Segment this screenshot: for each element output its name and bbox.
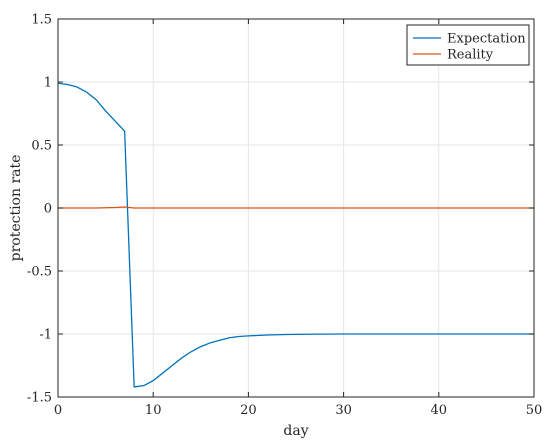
x-tick-label: 50 — [526, 403, 543, 418]
y-tick-label: -1.5 — [27, 391, 52, 406]
tick-marks — [57, 18, 535, 398]
x-tick-label: 30 — [335, 403, 352, 418]
y-axis-label: protection rate — [8, 155, 24, 262]
x-tick-label: 0 — [54, 403, 62, 418]
x-tick-label: 40 — [431, 403, 448, 418]
y-tick-label: 1 — [44, 76, 52, 91]
y-tick-label: -1 — [39, 328, 52, 343]
legend-box — [406, 24, 530, 66]
y-tick-label: -0.5 — [27, 265, 52, 280]
legend-entry-label: Expectation — [447, 32, 526, 47]
y-tick-label: 1.5 — [31, 13, 52, 28]
y-tick-labels: -1.5 -1 -0.5 0 0.5 1 1.5 — [27, 13, 52, 406]
y-tick-label: 0.5 — [31, 139, 52, 154]
series-line-reality — [58, 206, 534, 209]
y-tick-label: 0 — [44, 202, 52, 217]
x-tick-labels: 0 10 20 30 40 50 — [54, 403, 542, 418]
series-line-expectation — [57, 82, 534, 388]
x-tick-label: 20 — [240, 403, 257, 418]
x-tick-label: 10 — [145, 403, 162, 418]
series-group — [57, 82, 534, 388]
legend-entry-label: Reality — [447, 48, 494, 63]
x-axis-label: day — [283, 423, 308, 439]
